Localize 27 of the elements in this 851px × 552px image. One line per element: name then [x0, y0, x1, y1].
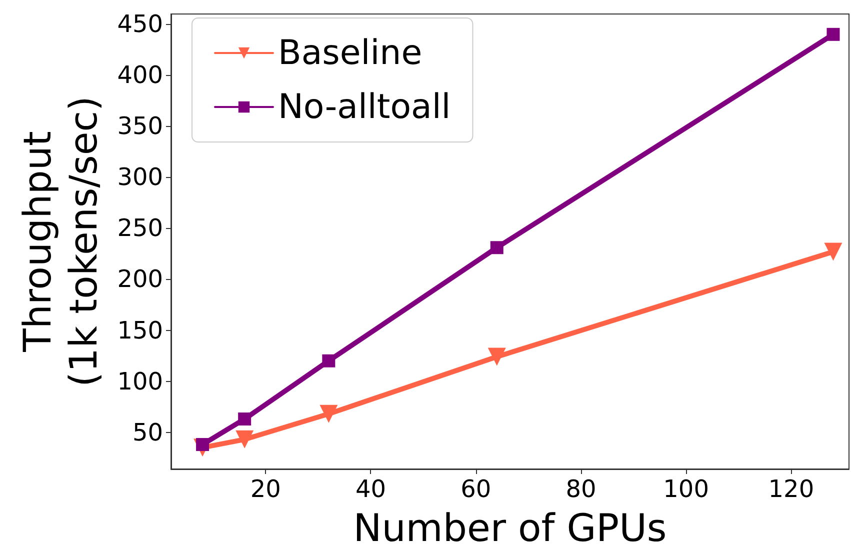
x-axis-title: Number of GPUs: [353, 506, 667, 550]
y-tick-label: 150: [117, 316, 163, 344]
y-tick-label: 450: [117, 10, 163, 38]
point: [490, 241, 504, 254]
legend-label: Baseline: [278, 33, 422, 73]
point: [236, 430, 254, 448]
y-tick-label: 50: [132, 418, 163, 446]
x-tick-label: 120: [768, 475, 814, 503]
x-tick-label: 100: [663, 475, 709, 503]
y-tick-label: 250: [117, 214, 163, 242]
point: [238, 412, 252, 426]
y-tick-label: 100: [117, 367, 163, 396]
y-axis-title: Throughput (1k tokens/sec): [15, 96, 106, 387]
x-tick-label: 20: [250, 475, 281, 503]
point: [488, 348, 506, 366]
y-tick-label: 300: [117, 163, 163, 192]
point: [320, 404, 338, 423]
x-tick-label: 80: [566, 475, 596, 503]
point: [322, 354, 336, 368]
x-tick-label: 40: [355, 475, 386, 503]
x-tick-label: 60: [460, 475, 492, 503]
y-tick-label: 200: [117, 265, 163, 294]
y-tick-label: 350: [117, 112, 163, 140]
y-tick-label: 400: [117, 61, 163, 90]
point: [824, 242, 842, 261]
point: [826, 28, 840, 41]
legend-label: No-alltoall: [278, 87, 451, 127]
